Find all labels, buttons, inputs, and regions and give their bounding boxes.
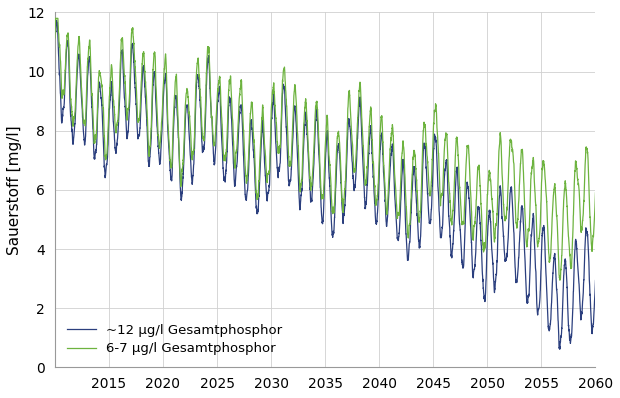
~12 μg/l Gesamtphosphor xyxy=(258,135,265,140)
Line: ~12 μg/l Gesamtphosphor: ~12 μg/l Gesamtphosphor xyxy=(55,21,595,349)
Legend: ~12 μg/l Gesamtphosphor, 6-7 μg/l Gesamtphosphor: ~12 μg/l Gesamtphosphor, 6-7 μg/l Gesamt… xyxy=(61,319,288,361)
6-7 μg/l Gesamtphosphor xyxy=(556,278,564,283)
6-7 μg/l Gesamtphosphor xyxy=(496,143,503,148)
~12 μg/l Gesamtphosphor xyxy=(53,18,60,23)
6-7 μg/l Gesamtphosphor xyxy=(51,35,58,40)
~12 μg/l Gesamtphosphor xyxy=(556,347,564,351)
6-7 μg/l Gesamtphosphor xyxy=(454,157,462,162)
6-7 μg/l Gesamtphosphor xyxy=(52,16,60,21)
~12 μg/l Gesamtphosphor xyxy=(496,193,503,198)
~12 μg/l Gesamtphosphor xyxy=(51,49,58,54)
6-7 μg/l Gesamtphosphor xyxy=(149,66,157,71)
~12 μg/l Gesamtphosphor xyxy=(454,191,462,195)
6-7 μg/l Gesamtphosphor xyxy=(376,156,383,161)
6-7 μg/l Gesamtphosphor xyxy=(591,190,599,195)
~12 μg/l Gesamtphosphor xyxy=(591,278,599,283)
6-7 μg/l Gesamtphosphor xyxy=(258,120,265,125)
6-7 μg/l Gesamtphosphor xyxy=(403,209,410,214)
Y-axis label: Sauerstoff [mg/l]: Sauerstoff [mg/l] xyxy=(7,125,22,255)
Line: 6-7 μg/l Gesamtphosphor: 6-7 μg/l Gesamtphosphor xyxy=(55,18,595,280)
~12 μg/l Gesamtphosphor xyxy=(376,171,383,176)
~12 μg/l Gesamtphosphor xyxy=(149,82,157,86)
~12 μg/l Gesamtphosphor xyxy=(403,240,410,245)
